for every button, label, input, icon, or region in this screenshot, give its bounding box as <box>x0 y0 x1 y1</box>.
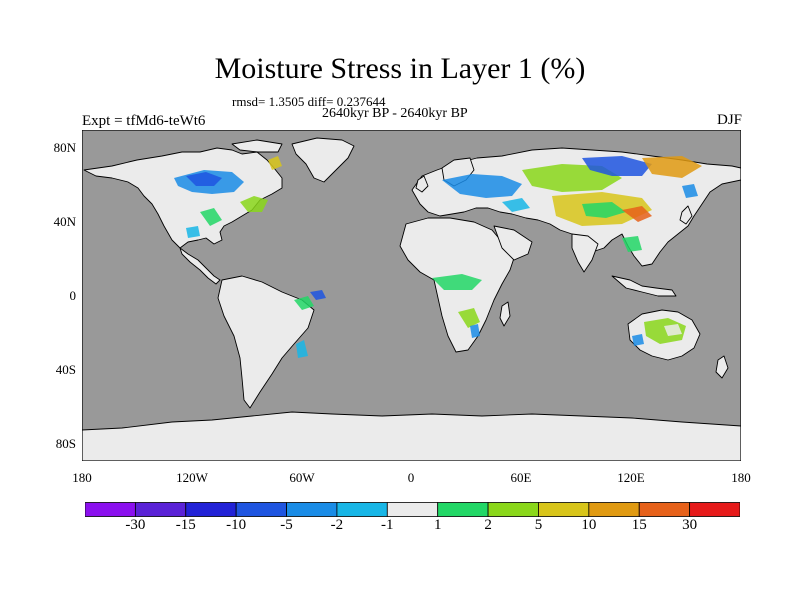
colorbar-label: -5 <box>280 517 293 533</box>
anomaly-patch <box>642 156 702 178</box>
colorbar-label: 10 <box>581 517 597 533</box>
southeast-asia-islands <box>611 275 677 297</box>
y-axis-label: 80N <box>53 140 76 155</box>
season-label: DJF <box>716 112 742 128</box>
anomaly-patch <box>268 156 282 170</box>
x-axis-label: 180 <box>731 470 751 485</box>
colorbar-swatch <box>336 502 388 517</box>
anomaly-patch <box>632 334 644 346</box>
colorbar-swatch <box>638 502 691 517</box>
anomaly-patch <box>186 172 222 186</box>
x-axis-label: 120W <box>176 470 208 485</box>
anomaly-patch <box>200 208 222 226</box>
anomaly-patch <box>442 174 522 198</box>
anomaly-patch <box>622 206 652 222</box>
colorbar-swatch <box>134 502 187 517</box>
colorbar-swatch <box>538 502 590 517</box>
anomaly-patch <box>664 324 682 336</box>
y-axis-label: 0 <box>69 288 77 303</box>
colorbar-label: -1 <box>381 517 394 533</box>
anomaly-patch <box>502 198 530 212</box>
y-axis-label: 40S <box>55 362 76 377</box>
anomaly-patch <box>294 296 314 310</box>
colorbar-swatch <box>85 502 136 517</box>
colorbar-swatch <box>588 502 640 517</box>
x-axis-label: 0 <box>407 470 415 485</box>
anomaly-patch <box>186 226 200 238</box>
anomaly-patch <box>296 340 308 358</box>
anomaly-patch <box>582 156 652 176</box>
colorbar-label: -15 <box>175 517 196 533</box>
rmsd-diff-stats: rmsd= 1.3505 diff= 0.237644 <box>232 94 386 109</box>
experiment-label: Expt = tfMd6-teWt6 <box>82 113 206 129</box>
y-axis-label: 80S <box>55 436 76 451</box>
arabian-peninsula <box>493 225 533 261</box>
x-axis-label: 120E <box>617 470 645 485</box>
x-axis-label: 60E <box>510 470 532 485</box>
x-axis-label: 60W <box>289 470 315 485</box>
plot-title: Moisture Stress in Layer 1 (%) <box>214 52 586 85</box>
colorbar-label: 2 <box>484 517 492 533</box>
colorbar-label: 15 <box>631 517 647 533</box>
colorbar-label: 30 <box>682 517 698 533</box>
anomaly-patch <box>310 290 326 300</box>
colorbar-swatch <box>286 502 338 517</box>
anomaly-patch <box>582 202 626 218</box>
colorbar-swatch <box>487 502 539 517</box>
anomaly-patch <box>432 274 482 290</box>
india <box>571 233 599 273</box>
world-map <box>82 130 741 461</box>
greenland <box>291 137 355 183</box>
arctic-islands <box>231 139 283 153</box>
new-zealand <box>715 355 729 379</box>
anomaly-patch <box>470 324 480 338</box>
colorbar-swatch <box>689 502 740 517</box>
y-axis-label: 40N <box>53 214 76 229</box>
colorbar <box>85 502 740 517</box>
colorbar-label: 5 <box>534 517 543 533</box>
south-america <box>217 275 315 409</box>
colorbar-swatch <box>386 502 439 517</box>
colorbar-swatch <box>185 502 237 517</box>
anomaly-patch <box>622 236 642 252</box>
colorbar-label: -2 <box>330 517 344 533</box>
moisture-anomaly-patches <box>174 156 702 358</box>
colorbar-label: -10 <box>226 517 247 533</box>
japan <box>679 205 693 225</box>
colorbar-label: -30 <box>125 517 146 533</box>
x-axis-label: 180 <box>72 470 92 485</box>
british-isles <box>415 175 429 193</box>
central-america <box>179 247 221 285</box>
madagascar <box>499 301 511 327</box>
colorbar-swatch <box>235 502 287 517</box>
antarctica <box>82 411 741 461</box>
anomaly-patch <box>682 184 698 198</box>
anomaly-patch <box>458 308 480 328</box>
colorbar-label: 1 <box>433 517 442 533</box>
anomaly-patch <box>240 196 268 212</box>
colorbar-swatch <box>437 502 489 517</box>
time-period-label: 2640kyr BP - 2640kyr BP <box>322 106 468 121</box>
